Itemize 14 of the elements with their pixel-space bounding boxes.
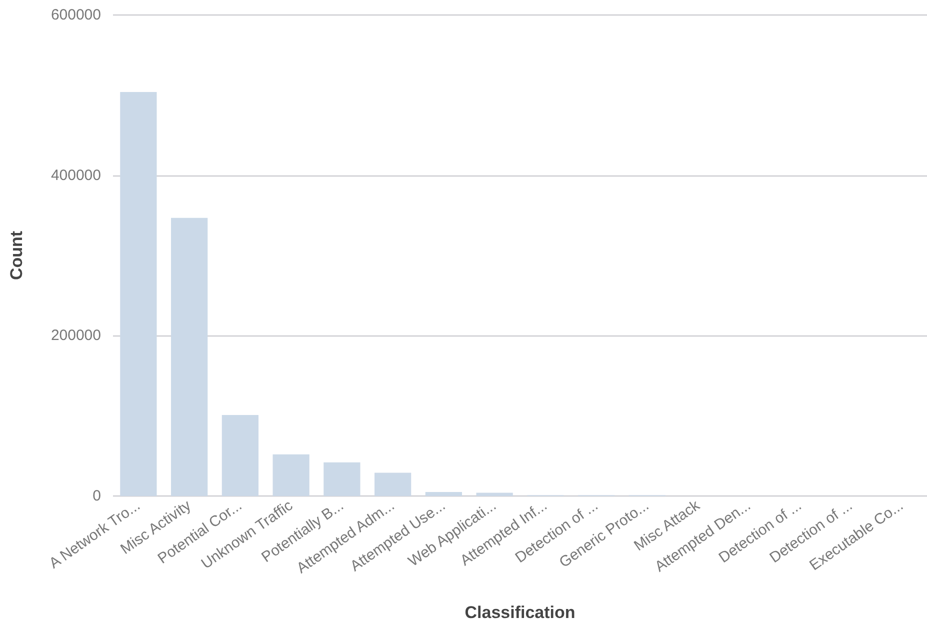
bar — [120, 92, 157, 496]
bar — [324, 462, 360, 496]
bar — [272, 454, 310, 496]
y-tick-label: 200000 — [50, 327, 101, 344]
bar — [374, 472, 412, 496]
bar — [222, 415, 259, 496]
x-axis-title: Classification — [464, 603, 576, 622]
y-tick-label: 400000 — [50, 166, 101, 184]
y-axis-title: Count — [7, 230, 26, 280]
bar — [171, 218, 208, 496]
bar — [425, 492, 462, 496]
y-tick-label: 600000 — [50, 6, 101, 24]
y-tick-label: 0 — [92, 488, 101, 504]
bar — [476, 492, 513, 496]
